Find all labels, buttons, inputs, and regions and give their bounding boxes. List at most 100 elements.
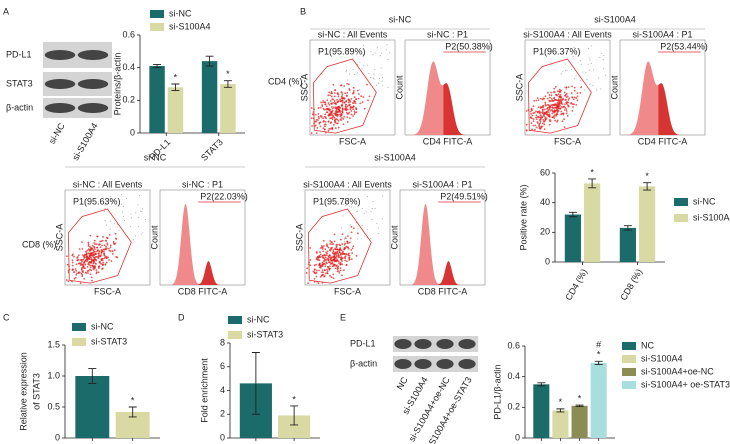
event-dot bbox=[582, 71, 584, 73]
event-dot bbox=[327, 258, 330, 261]
event-dot bbox=[548, 123, 551, 126]
event-dot bbox=[366, 64, 368, 66]
event-dot bbox=[332, 83, 335, 86]
event-dot bbox=[596, 89, 598, 91]
event-dot bbox=[103, 248, 106, 251]
event-dot bbox=[93, 260, 95, 263]
blot-band bbox=[44, 50, 76, 60]
event-dot bbox=[352, 86, 355, 89]
event-dot bbox=[559, 91, 562, 93]
event-dot bbox=[326, 271, 329, 274]
event-dot bbox=[579, 80, 581, 82]
event-dot bbox=[576, 95, 579, 98]
event-dot bbox=[531, 117, 533, 120]
event-dot bbox=[573, 86, 576, 89]
event-dot bbox=[315, 275, 318, 278]
event-dot bbox=[313, 264, 316, 267]
event-dot bbox=[336, 266, 339, 269]
event-dot bbox=[600, 88, 602, 90]
event-dot bbox=[337, 126, 340, 129]
legend-label: si-NC bbox=[693, 196, 716, 206]
event-dot bbox=[329, 240, 332, 242]
event-dot bbox=[564, 103, 566, 106]
bar bbox=[571, 405, 588, 438]
event-dot bbox=[339, 261, 342, 264]
event-dot bbox=[564, 107, 567, 109]
event-dot bbox=[380, 67, 382, 69]
panel-letter: C bbox=[3, 312, 10, 322]
event-dot bbox=[589, 83, 591, 85]
event-dot bbox=[75, 273, 78, 276]
event-dot bbox=[572, 98, 575, 101]
event-dot bbox=[337, 270, 340, 273]
event-dot bbox=[557, 99, 560, 102]
event-dot bbox=[85, 253, 88, 256]
event-dot bbox=[100, 198, 102, 200]
event-dot bbox=[544, 95, 547, 98]
event-dot bbox=[352, 245, 355, 248]
event-dot bbox=[532, 105, 535, 108]
blot-band bbox=[77, 50, 109, 60]
event-dot bbox=[374, 68, 376, 70]
event-dot bbox=[320, 246, 323, 249]
event-dot bbox=[322, 239, 325, 242]
significance-mark: # bbox=[596, 340, 601, 350]
event-dot bbox=[588, 47, 590, 49]
event-dot bbox=[347, 98, 350, 101]
event-dot bbox=[341, 108, 344, 111]
event-dot bbox=[330, 112, 333, 114]
event-dot bbox=[560, 101, 563, 104]
event-dot bbox=[342, 253, 344, 255]
event-dot bbox=[567, 99, 570, 101]
scatter-gate bbox=[527, 58, 592, 134]
blot-band bbox=[458, 339, 476, 349]
event-dot bbox=[101, 244, 104, 247]
event-dot bbox=[538, 127, 541, 130]
scatter-xlabel: FSC-A bbox=[334, 286, 361, 296]
legend-swatch bbox=[622, 355, 636, 363]
event-dot bbox=[548, 99, 551, 102]
event-dot bbox=[571, 85, 574, 88]
event-dot bbox=[590, 45, 592, 47]
event-dot bbox=[547, 114, 550, 117]
event-dot bbox=[580, 86, 582, 88]
y-tick-label: 4 bbox=[220, 385, 225, 395]
event-dot bbox=[350, 258, 353, 261]
event-dot bbox=[93, 245, 96, 248]
event-dot bbox=[331, 126, 334, 129]
event-dot bbox=[73, 277, 76, 280]
event-dot bbox=[349, 205, 351, 207]
event-dot bbox=[368, 95, 371, 98]
histogram-frame bbox=[159, 189, 246, 286]
event-dot bbox=[556, 101, 559, 104]
event-dot bbox=[322, 120, 325, 123]
event-dot bbox=[560, 106, 563, 108]
event-dot bbox=[555, 99, 558, 102]
blot-row-label: β-actin bbox=[350, 358, 377, 368]
event-dot bbox=[66, 255, 68, 258]
y-tick-label: 0 bbox=[130, 127, 135, 137]
event-dot bbox=[366, 229, 368, 231]
event-dot bbox=[599, 56, 601, 58]
blot-lane-label: si-NC bbox=[47, 121, 67, 146]
event-dot bbox=[323, 254, 326, 257]
event-dot bbox=[88, 256, 91, 258]
event-dot bbox=[333, 112, 336, 115]
significance-mark: * bbox=[645, 171, 649, 181]
histogram-area bbox=[624, 61, 659, 135]
event-dot bbox=[328, 91, 331, 94]
event-dot bbox=[348, 73, 350, 75]
significance-mark: * bbox=[131, 395, 135, 405]
event-dot bbox=[566, 104, 569, 106]
significance-mark: * bbox=[174, 72, 178, 82]
event-dot bbox=[539, 97, 542, 100]
event-dot bbox=[334, 247, 337, 250]
event-dot bbox=[346, 82, 349, 85]
event-dot bbox=[326, 250, 329, 253]
histogram-xlabel: CD8 FITC-A bbox=[418, 286, 468, 296]
event-dot bbox=[334, 263, 336, 266]
bar bbox=[220, 84, 236, 133]
event-dot bbox=[323, 269, 326, 271]
event-dot bbox=[333, 260, 336, 263]
event-dot bbox=[361, 224, 363, 226]
